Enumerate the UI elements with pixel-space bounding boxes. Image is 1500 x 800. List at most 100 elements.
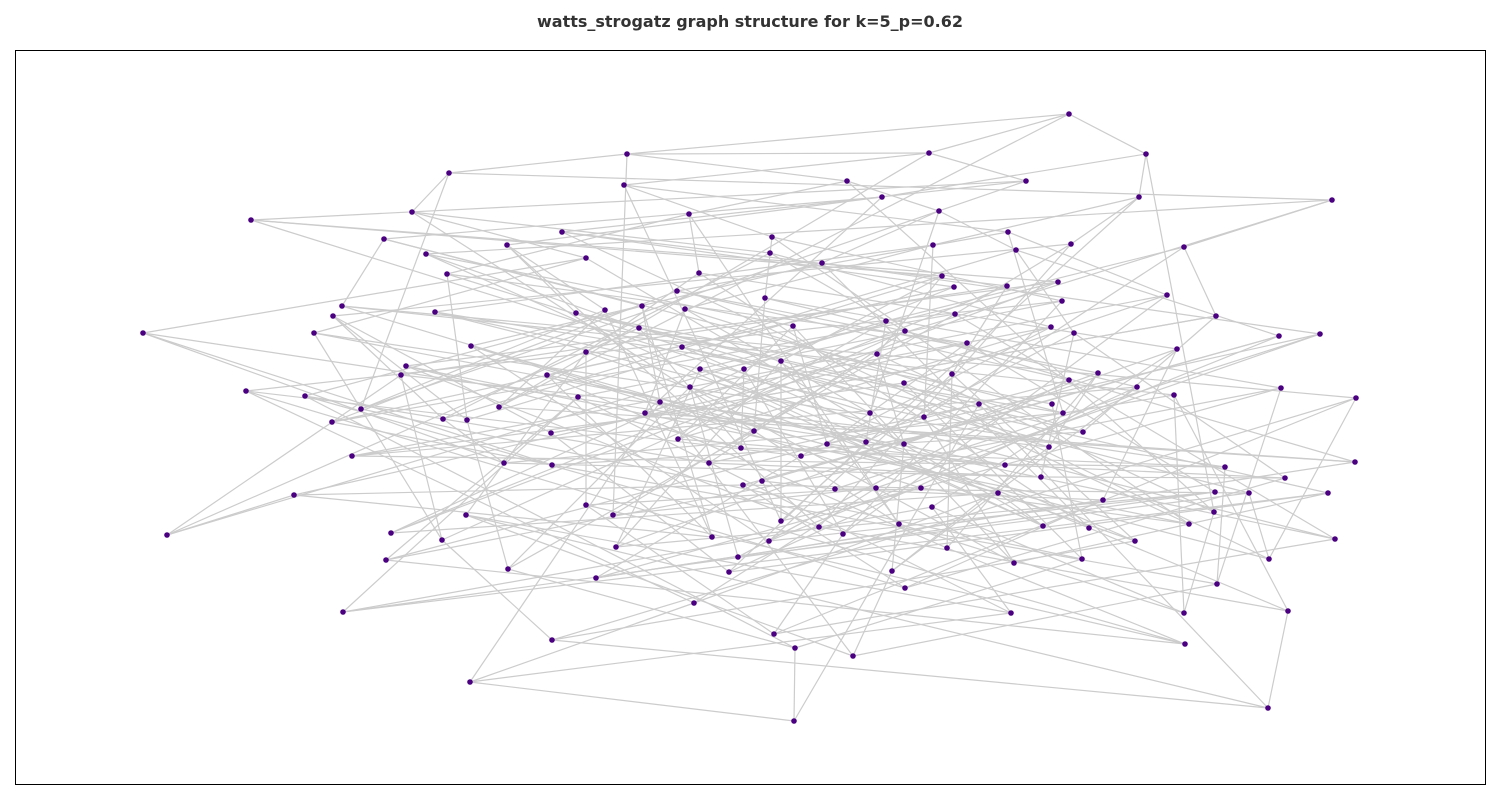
graph-edge	[446, 273, 683, 348]
graph-edge	[385, 559, 1186, 645]
graph-node	[624, 151, 630, 157]
graph-node	[1038, 474, 1044, 480]
graph-edge	[304, 395, 1186, 645]
graph-node	[679, 344, 685, 350]
graph-node	[1276, 333, 1282, 339]
graph-node	[446, 170, 452, 176]
graph-node	[409, 209, 415, 215]
graph-edge	[869, 210, 940, 414]
graph-edge	[852, 570, 893, 657]
graph-edge	[446, 273, 968, 344]
graph-node	[939, 273, 945, 279]
graph-node	[340, 609, 346, 615]
graph-edge	[684, 308, 1084, 433]
graph-edge	[928, 113, 1070, 154]
graph-edge	[753, 297, 766, 432]
graph-edge	[688, 213, 900, 525]
graph-node	[311, 330, 317, 336]
graph-edge	[1183, 246, 1217, 317]
graph-edge	[390, 281, 1059, 534]
graph-node	[1100, 497, 1106, 503]
graph-edge	[498, 309, 606, 408]
graph-node	[593, 575, 599, 581]
graph-edge	[708, 462, 1042, 478]
graph-edge	[881, 153, 1147, 198]
graph-edge	[142, 332, 553, 466]
graph-edge	[821, 262, 1321, 335]
graph-edge	[978, 403, 1269, 709]
graph-node	[548, 430, 554, 436]
graph-edge	[385, 387, 1282, 561]
graph-edge	[737, 379, 1070, 558]
graph-edge	[341, 305, 1357, 399]
graph-edge	[465, 514, 854, 657]
graph-edge	[771, 236, 1190, 525]
graph-node	[816, 524, 822, 530]
graph-node	[687, 384, 693, 390]
graph-edge	[641, 305, 713, 538]
graph-node	[921, 414, 927, 420]
graph-edge	[842, 300, 1063, 535]
graph-node	[929, 504, 935, 510]
graph-node	[463, 512, 469, 518]
graph-node	[840, 531, 846, 537]
graph-edge	[865, 332, 1075, 443]
graph-node	[863, 439, 869, 445]
graph-edge	[954, 313, 1336, 540]
graph-edge	[891, 443, 905, 572]
graph-edge	[550, 432, 730, 573]
graph-edge	[623, 184, 1009, 233]
graph-node	[1060, 410, 1066, 416]
graph-node	[936, 208, 942, 214]
graph-node	[657, 399, 663, 405]
plot-frame	[15, 50, 1486, 785]
graph-node	[1329, 197, 1335, 203]
graph-edge	[332, 243, 1072, 317]
graph-edge	[446, 273, 468, 421]
graph-edge	[448, 153, 628, 174]
graph-node	[902, 585, 908, 591]
graph-edge	[1088, 527, 1289, 612]
graph-node	[505, 566, 511, 572]
graph-node	[339, 303, 345, 309]
graph-node	[824, 441, 830, 447]
graph-edge	[681, 346, 1136, 542]
graph-edge	[818, 526, 1289, 612]
graph-edge	[293, 484, 744, 496]
graph-edge	[1051, 403, 1083, 560]
graph-edge	[743, 286, 955, 370]
graph-node	[1181, 244, 1187, 250]
graph-edge	[1145, 153, 1215, 513]
graph-node	[691, 600, 697, 606]
graph-node	[329, 419, 335, 425]
graph-node	[1080, 429, 1086, 435]
graph-node	[621, 182, 627, 188]
graph-edge	[780, 196, 1140, 522]
graph-edge	[681, 346, 1329, 494]
graph-node	[709, 534, 715, 540]
graph-edge	[693, 492, 999, 604]
graph-node	[682, 306, 688, 312]
graph-node	[613, 544, 619, 550]
graph-node	[330, 313, 336, 319]
graph-edge	[1007, 231, 1168, 296]
graph-node	[769, 234, 775, 240]
graph-edge	[773, 538, 1336, 635]
graph-edge	[425, 253, 1044, 527]
graph-node	[741, 366, 747, 372]
graph-edge	[698, 272, 1090, 529]
graph-edge	[659, 401, 854, 657]
graph-edge	[769, 252, 1052, 328]
graph-edge	[360, 309, 606, 410]
graph-edge	[684, 308, 871, 414]
graph-edge	[931, 506, 1012, 614]
graph-node	[867, 410, 873, 416]
graph-edge	[506, 244, 606, 311]
graph-edge	[561, 180, 1027, 233]
graph-node	[504, 242, 510, 248]
graph-node	[889, 568, 895, 574]
graph-edge	[551, 464, 1218, 585]
graph-node	[1013, 247, 1019, 253]
graph-edge	[1007, 231, 1064, 414]
graph-edge	[342, 506, 933, 613]
